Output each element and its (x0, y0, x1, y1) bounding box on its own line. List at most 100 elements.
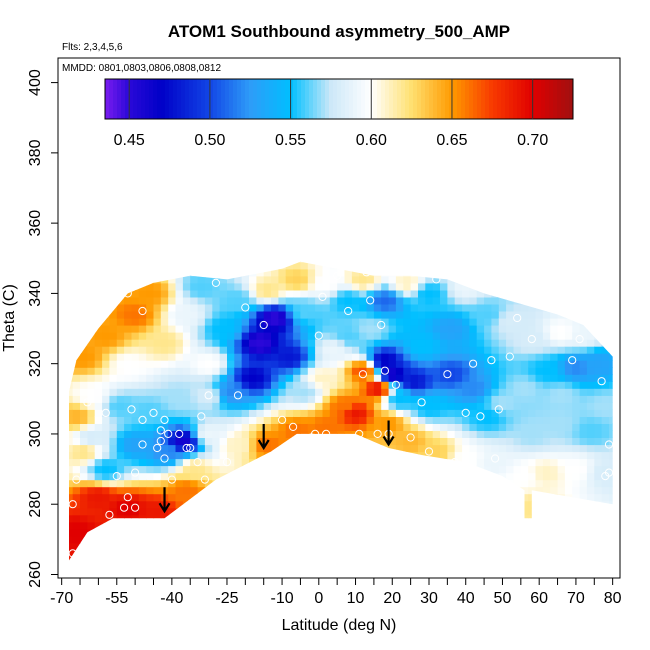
heatmap-cell (403, 303, 412, 312)
heatmap-cell (579, 261, 588, 263)
heatmap-cell (329, 296, 338, 305)
heatmap-cell (491, 248, 499, 256)
heatmap-cell (579, 367, 588, 375)
heatmap-cell (146, 514, 155, 523)
heatmap-cell (182, 535, 191, 544)
heatmap-cell (403, 282, 412, 291)
heatmap-cell (278, 296, 287, 305)
heatmap-cell (329, 486, 338, 495)
observation-point (138, 306, 147, 316)
observation-point (597, 377, 606, 386)
heatmap-cell (535, 325, 544, 333)
heatmap-cell (425, 311, 434, 319)
heatmap-cell (300, 318, 309, 326)
heatmap-cell (109, 528, 118, 537)
heatmap-cell (227, 303, 235, 312)
heatmap-cell (220, 564, 228, 572)
heatmap-cell (58, 339, 66, 347)
heatmap-cell (469, 248, 477, 256)
heatmap-cell (322, 514, 331, 523)
heatmap-cell (520, 416, 529, 424)
heatmap-cell (418, 367, 426, 375)
heatmap-cell (366, 451, 375, 460)
heatmap-cell (109, 451, 118, 460)
heatmap-cell (337, 493, 346, 502)
heatmap-cell (344, 318, 353, 326)
heatmap-cell (432, 409, 441, 417)
heatmap-cell (168, 507, 177, 516)
heatmap-cell (513, 486, 522, 495)
heatmap-cell (175, 423, 184, 431)
colorbar-cell (409, 79, 414, 119)
heatmap-cell (109, 332, 118, 340)
heatmap-cell (351, 318, 360, 326)
heatmap-cell (550, 556, 559, 561)
heatmap-cell (58, 416, 66, 424)
heatmap-cell (506, 346, 514, 354)
heatmap-cell (520, 360, 529, 368)
heatmap-cell (182, 353, 191, 361)
heatmap-cell (322, 388, 331, 396)
heatmap-cell (190, 261, 199, 263)
heatmap-cell (542, 296, 551, 305)
heatmap-cell (454, 451, 463, 460)
observation-point (68, 549, 77, 558)
heatmap-cell (469, 360, 478, 368)
heatmap-cell (175, 437, 184, 446)
heatmap-cell (300, 289, 309, 298)
heatmap-cell (87, 571, 95, 579)
heatmap-cell (72, 451, 81, 460)
heatmap-cell (278, 353, 287, 361)
heatmap-cell (366, 402, 375, 410)
heatmap-cell (153, 388, 162, 396)
heatmap-cell (359, 486, 368, 495)
heatmap-cell (440, 472, 448, 481)
heatmap-cell (212, 346, 221, 354)
heatmap-cell (557, 261, 566, 263)
heatmap-cell (138, 318, 147, 326)
heatmap-cell (609, 409, 613, 417)
heatmap-cell (219, 409, 228, 417)
heatmap-cell (609, 430, 613, 438)
heatmap-cell (234, 289, 243, 298)
heatmap-cell (542, 388, 551, 396)
heatmap-cell (425, 507, 434, 516)
heatmap-cell (315, 395, 323, 403)
heatmap-cell (58, 459, 66, 467)
heatmap-cell (557, 521, 566, 530)
arrow-marker (382, 420, 395, 447)
heatmap-cell (344, 381, 353, 389)
heatmap-cell (293, 514, 301, 523)
heatmap-cell (109, 311, 118, 319)
heatmap-cell (535, 367, 544, 375)
heatmap-cell (373, 437, 382, 446)
heatmap-cell (182, 549, 191, 558)
heatmap-cell (87, 268, 96, 277)
heatmap-cell (579, 472, 588, 481)
colorbar-cell (237, 79, 242, 119)
heatmap-cell (594, 275, 603, 284)
heatmap-cell (359, 458, 368, 467)
heatmap-cell (403, 311, 412, 319)
heatmap-cell (447, 571, 455, 579)
heatmap-cell (109, 353, 118, 361)
heatmap-cell (609, 564, 617, 572)
heatmap-cell (447, 353, 456, 361)
heatmap-cell (263, 535, 272, 544)
heatmap-cell (484, 507, 492, 516)
observation-point (204, 391, 213, 400)
heatmap-cell (513, 296, 522, 305)
heatmap-cell (395, 472, 404, 481)
heatmap-cell (241, 261, 250, 263)
heatmap-cell (594, 521, 603, 530)
heatmap-cell (72, 311, 81, 319)
heatmap-cell (322, 282, 331, 291)
heatmap-cell (116, 451, 125, 460)
heatmap-cell (462, 303, 470, 312)
heatmap-cell (175, 388, 184, 396)
heatmap-cell (484, 409, 492, 417)
heatmap-cell (557, 486, 566, 495)
heatmap-cell (300, 325, 309, 333)
heatmap-cell (153, 367, 162, 375)
heatmap-cell (359, 318, 368, 326)
